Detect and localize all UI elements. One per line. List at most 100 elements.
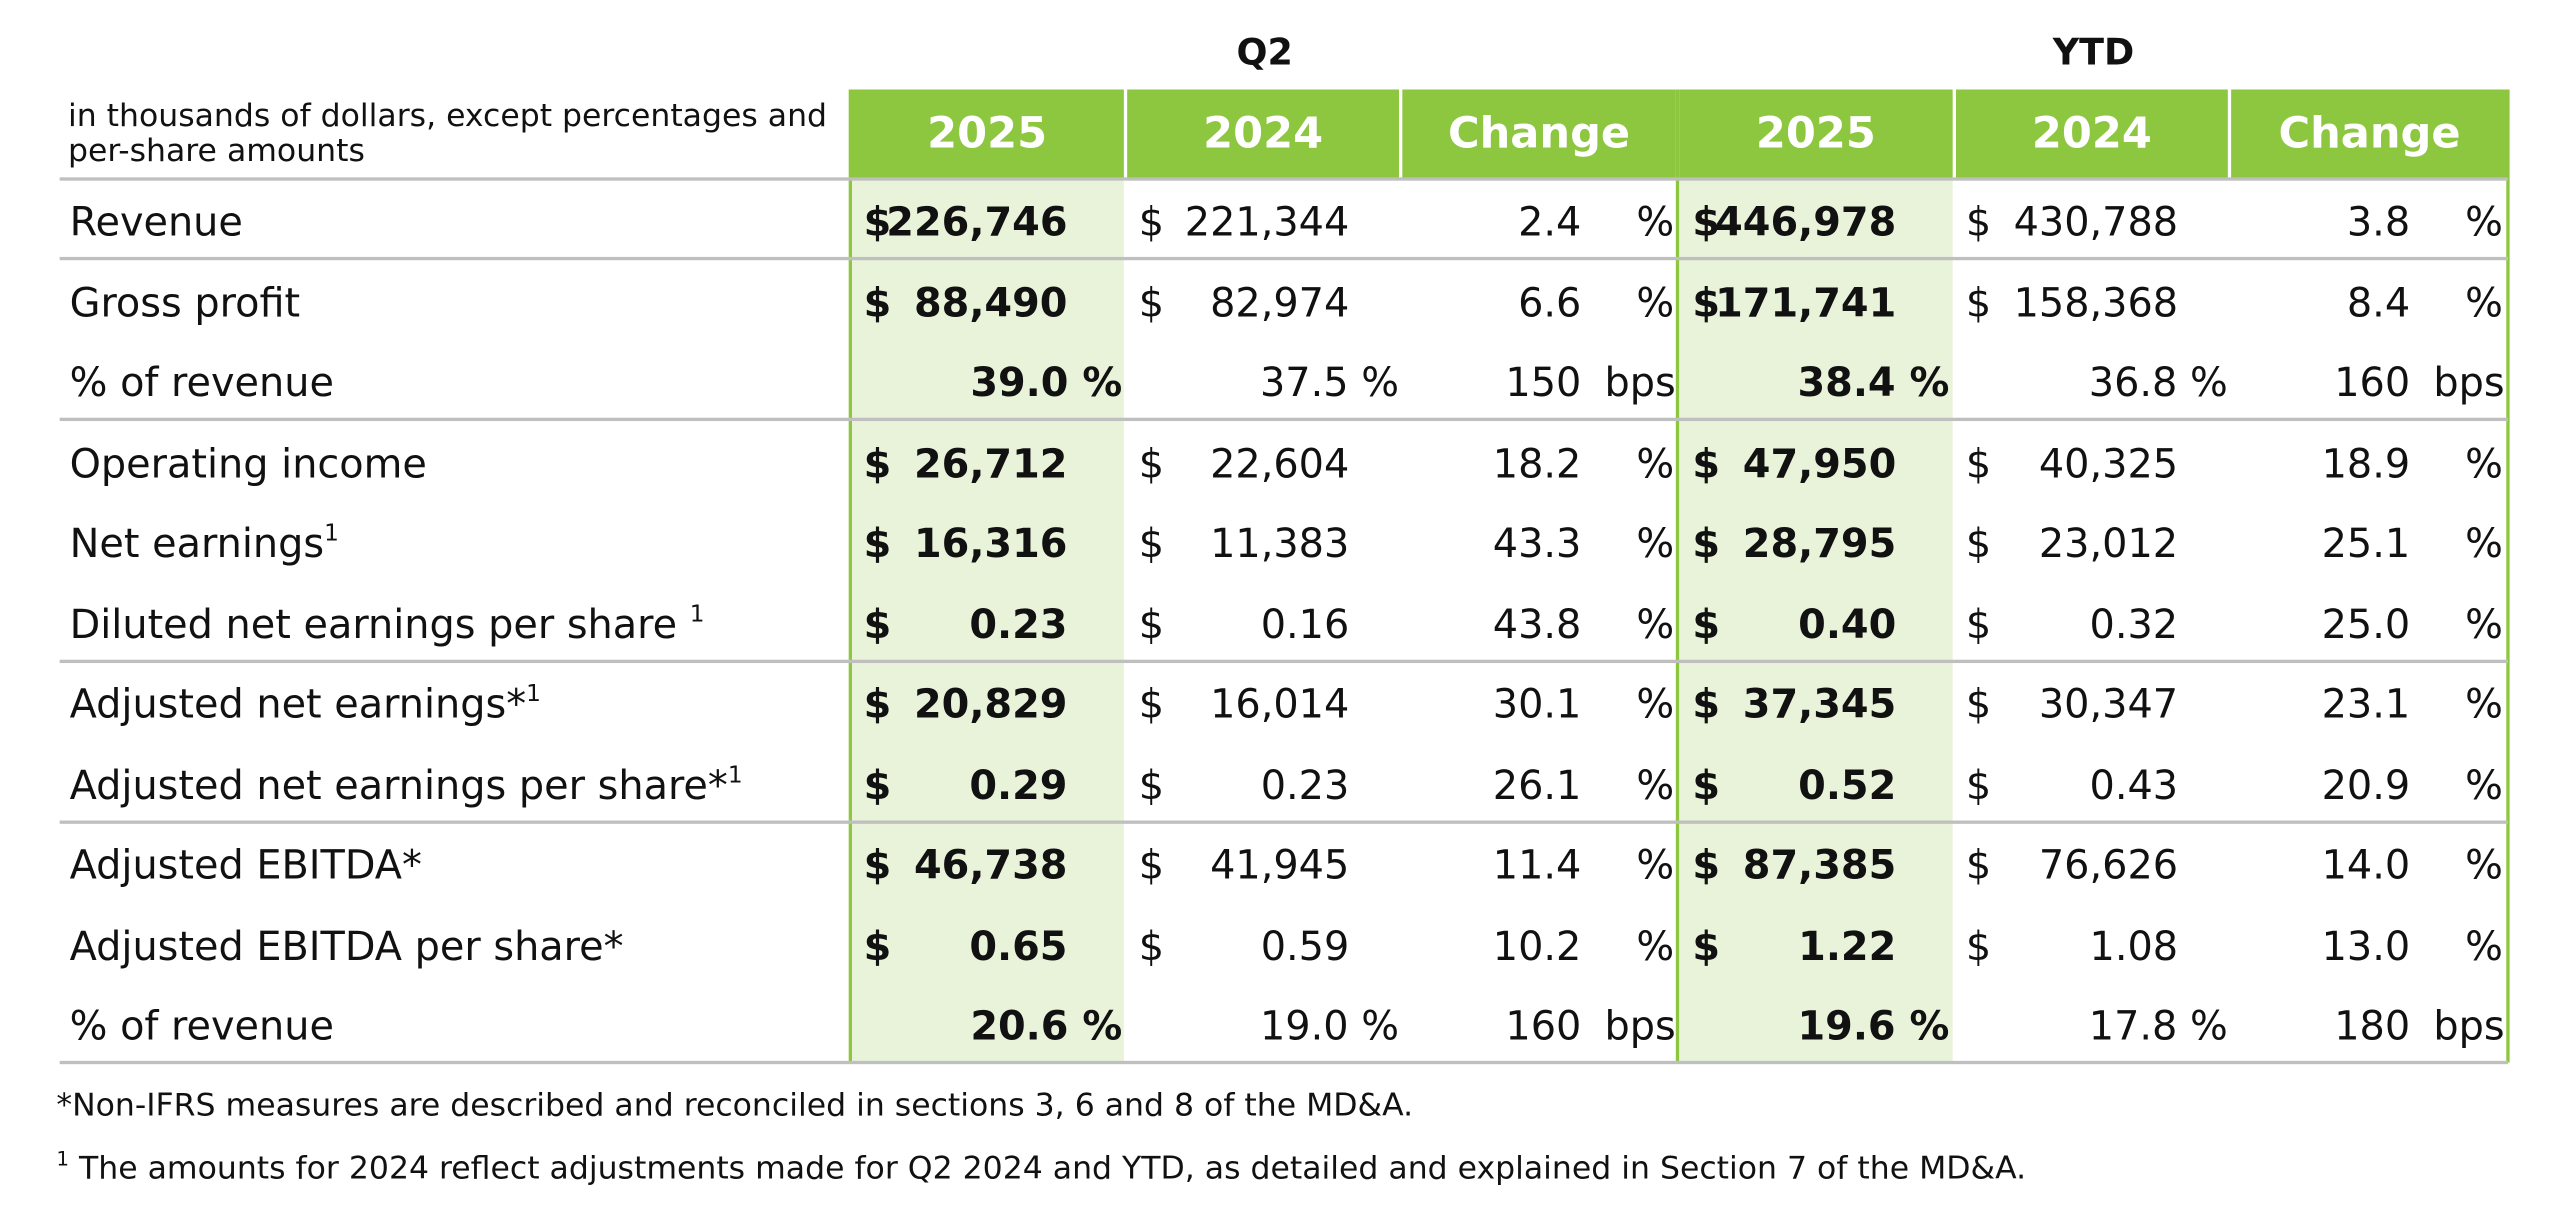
row-label-text: Operating income [69, 440, 427, 487]
ytd-2024-value: 0.32 [2089, 600, 2179, 648]
column-header-q2-2024: 2024 [1127, 89, 1400, 180]
q2-change-value: 160 [1505, 1002, 1582, 1050]
row-label-text: % of revenue [69, 359, 334, 407]
ytd-2025-value: 37,345 [1742, 681, 1897, 728]
ytd-change-unit: % [2465, 440, 2503, 487]
currency-symbol: $ [1965, 198, 1992, 246]
q2-change-value: 6.6 [1518, 279, 1582, 326]
column-header-q2-2025: 2025 [850, 89, 1124, 180]
row-label-text: Adjusted EBITDA* [69, 842, 422, 889]
group-divider [59, 177, 2508, 181]
table-row: Net earnings1 $16,316 $11,383 43.3% $28,795 $… [0, 504, 2556, 584]
group-divider [59, 820, 2508, 824]
currency-symbol: $ [1692, 440, 1721, 487]
group-divider [59, 417, 2508, 422]
currency-symbol: $ [863, 842, 892, 889]
q2-change-unit: % [1636, 440, 1675, 487]
q2-2024-value: 37.5 % [1259, 359, 1400, 407]
row-label: Adjusted EBITDA per share* [70, 906, 624, 986]
ytd-2025-value: 1.22 [1798, 922, 1897, 969]
column-header-ytd-2025: 2025 [1679, 89, 1953, 180]
currency-symbol: $ [1138, 922, 1165, 969]
currency-symbol: $ [863, 681, 892, 728]
currency-symbol: $ [1965, 761, 1992, 809]
q2-2025-value: 88,490 [913, 279, 1068, 326]
q2-2024-value: 0.23 [1260, 761, 1350, 809]
q2-2025-value: 0.65 [969, 922, 1068, 969]
currency-symbol: $ [863, 440, 892, 487]
currency-symbol: $ [1692, 922, 1721, 969]
q2-2025-value: 16,316 [913, 520, 1068, 567]
currency-symbol: $ [1138, 761, 1165, 809]
ytd-2025-column-shade [1679, 179, 1953, 1063]
currency-symbol: $ [1138, 600, 1165, 648]
currency-symbol: $ [1965, 922, 1992, 969]
ytd-2024-value: 0.43 [2089, 761, 2179, 809]
row-label-text: Diluted net earnings per share [69, 600, 690, 648]
ytd-2025-value: 28,795 [1742, 520, 1897, 567]
q2-2025-column-shade [850, 179, 1124, 1063]
ytd-2024-value: 40,325 [2038, 440, 2179, 487]
group-divider [59, 659, 2508, 664]
footnote-adjustments: 1 The amounts for 2024 reflect adjustmen… [56, 1147, 2026, 1187]
currency-symbol: $ [1692, 842, 1721, 889]
q2-2024-value: 16,014 [1210, 681, 1350, 728]
ytd-2024-value: 36.8 % [2088, 359, 2228, 407]
ytd-change-value: 25.0 [2321, 600, 2411, 648]
ytd-change-unit: % [2465, 279, 2503, 326]
q2-2024-value: 41,945 [1210, 842, 1350, 889]
currency-symbol: $ [1138, 842, 1165, 889]
q2-change-unit: % [1636, 198, 1675, 246]
ytd-change-value: 8.4 [2346, 279, 2411, 326]
ytd-change-unit: % [2465, 520, 2503, 567]
ytd-change-unit: bps [2433, 359, 2505, 407]
row-label: Adjusted net earnings per share*1 [70, 745, 743, 825]
q2-2025-value: 20.6 % [970, 1002, 1123, 1050]
ytd-change-unit: % [2465, 198, 2503, 246]
q2-change-value: 2.4 [1518, 198, 1582, 246]
ytd-change-value: 160 [2334, 359, 2411, 407]
row-label: % of revenue [70, 343, 334, 423]
ytd-change-value: 14.0 [2321, 842, 2411, 889]
currency-symbol: $ [1965, 279, 1992, 326]
row-label: % of revenue [70, 986, 334, 1066]
ytd-change-value: 23.1 [2321, 681, 2411, 728]
table-row: Adjusted EBITDA* $46,738 $41,945 11.4% $87,3… [0, 825, 2556, 905]
ytd-change-value: 18.9 [2321, 440, 2411, 487]
q2-change-unit: % [1636, 922, 1675, 969]
ytd-change-value: 25.1 [2321, 520, 2411, 567]
q2-change-unit: % [1636, 761, 1675, 809]
currency-symbol: $ [863, 761, 892, 809]
row-label: Diluted net earnings per share 1 [70, 584, 705, 664]
q2-change-unit: bps [1604, 1002, 1676, 1050]
q2-change-unit: bps [1604, 359, 1676, 407]
q2-change-value: 43.3 [1492, 520, 1582, 567]
table-row: % of revenue 20.6 % 19.0 % 160 bps 19.6 % 17.8… [0, 986, 2556, 1066]
currency-symbol: $ [1138, 520, 1165, 567]
q2-change-unit: % [1636, 600, 1675, 648]
currency-symbol: $ [1965, 440, 1992, 487]
table-row: Adjusted net earnings per share*1 $0.29 $0… [0, 745, 2556, 825]
row-label: Adjusted EBITDA* [70, 825, 422, 905]
currency-symbol: $ [1692, 198, 1721, 246]
currency-symbol: $ [1138, 279, 1165, 326]
row-label-text: Net earnings [69, 520, 325, 567]
q2-2025-value: 20,829 [913, 681, 1068, 728]
row-label: Revenue [70, 182, 243, 262]
currency-symbol: $ [863, 520, 892, 567]
ytd-change-unit: bps [2433, 1002, 2505, 1050]
row-label-text: Adjusted net earnings per share* [69, 761, 728, 809]
ytd-change-value: 3.8 [2346, 198, 2411, 246]
footnote-marker: 1 [56, 1147, 70, 1171]
column-header-ytd-change: Change [2231, 89, 2508, 180]
currency-symbol: $ [863, 600, 892, 648]
row-label: Operating income [70, 424, 427, 504]
ytd-2024-value: 1.08 [2089, 922, 2179, 969]
ytd-change-unit: % [2465, 842, 2503, 889]
q2-change-value: 11.4 [1492, 842, 1582, 889]
table-row: Operating income $26,712 $22,604 18.2% $47,9… [0, 424, 2556, 504]
currency-symbol: $ [1692, 761, 1721, 809]
footnote-marker: 1 [689, 600, 705, 628]
ytd-change-value: 13.0 [2321, 922, 2411, 969]
ytd-change-unit: % [2465, 922, 2503, 969]
